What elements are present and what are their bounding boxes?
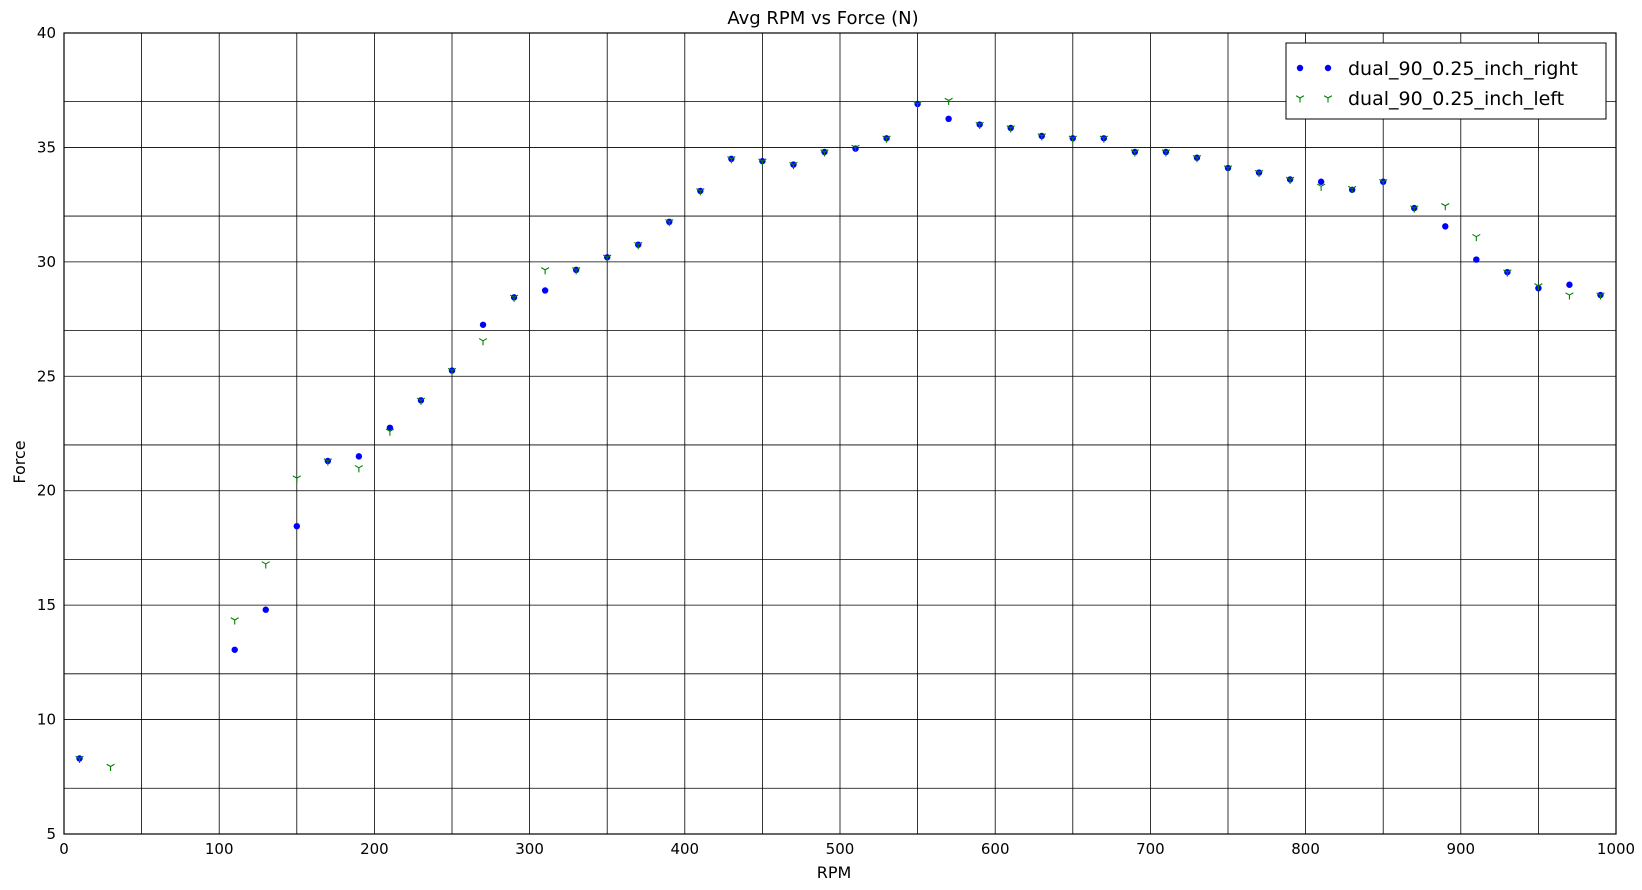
y-tick-label: 35 — [37, 138, 56, 156]
data-point — [1161, 149, 1171, 157]
y-tick-label: 15 — [37, 596, 56, 614]
axis-ticks: 0 100 200 300 400 500 600 700 800 900 1000 5 10 15 20 2… — [37, 24, 1635, 858]
x-tick-label: 1000 — [1597, 840, 1635, 858]
data-point — [1473, 256, 1480, 263]
data-point — [262, 606, 269, 613]
data-point — [634, 241, 643, 250]
data-point — [696, 188, 705, 196]
y-tick-label: 10 — [37, 711, 56, 729]
data-point — [975, 121, 984, 130]
data-point — [1285, 176, 1295, 184]
y-tick-label: 20 — [37, 482, 56, 500]
grid — [63, 32, 1617, 835]
y-tick-label: 40 — [37, 24, 56, 42]
data-points — [75, 97, 1605, 771]
x-tick-label: 500 — [826, 840, 855, 858]
data-point — [1565, 292, 1574, 300]
data-point — [479, 321, 487, 328]
data-point — [913, 101, 922, 109]
data-point — [541, 287, 549, 294]
data-point — [509, 294, 519, 302]
data-point — [1441, 203, 1450, 211]
data-point — [1223, 165, 1233, 173]
x-tick-label: 100 — [205, 840, 234, 858]
chart-title: Avg RPM vs Force (N) — [727, 8, 918, 29]
data-point — [1006, 125, 1015, 133]
data-point — [1472, 233, 1481, 242]
y-tick-label: 5 — [46, 825, 56, 843]
data-point — [540, 267, 550, 275]
data-point — [354, 465, 364, 473]
data-point — [261, 561, 270, 569]
data-point — [293, 522, 300, 530]
x-tick-label: 200 — [360, 840, 389, 858]
x-tick-label: 700 — [1136, 840, 1165, 858]
data-point — [478, 338, 488, 346]
data-point — [571, 267, 581, 275]
legend-marker — [1295, 95, 1305, 103]
x-axis-label: RPM — [817, 863, 852, 882]
data-point — [1099, 135, 1109, 143]
data-point — [1317, 178, 1325, 185]
data-point — [1442, 223, 1449, 230]
legend: dual_90_0.25_inch_right dual_90_0.25_inch… — [1285, 42, 1607, 120]
data-point — [1068, 135, 1077, 143]
data-point — [1410, 205, 1419, 213]
data-point — [1254, 169, 1264, 178]
data-point — [603, 254, 612, 262]
x-tick-label: 0 — [59, 840, 69, 858]
y-tick-label: 30 — [37, 253, 56, 271]
legend-label: dual_90_0.25_inch_left — [1348, 88, 1564, 110]
plot-frame — [63, 32, 1617, 835]
data-point — [1566, 281, 1573, 288]
data-point — [447, 367, 457, 376]
data-point — [1379, 179, 1388, 187]
data-point — [323, 458, 333, 466]
data-point — [882, 135, 891, 143]
x-tick-label: 400 — [670, 840, 699, 858]
data-point — [665, 219, 674, 227]
data-point — [1347, 185, 1357, 194]
y-tick-label: 25 — [37, 367, 56, 385]
x-tick-label: 800 — [1291, 840, 1320, 858]
data-point — [945, 115, 952, 123]
data-point — [1316, 183, 1326, 191]
data-point — [416, 397, 426, 405]
data-point — [75, 755, 84, 763]
data-point — [1037, 133, 1046, 141]
data-point — [231, 646, 238, 653]
data-point — [727, 156, 736, 164]
data-point — [355, 453, 363, 460]
data-point — [292, 475, 301, 483]
data-point — [1130, 149, 1140, 157]
data-point — [944, 97, 953, 106]
y-axis-label: Force — [10, 440, 29, 483]
data-point — [385, 428, 395, 436]
legend-marker — [1296, 64, 1304, 72]
legend-box — [1285, 42, 1607, 120]
data-point — [1503, 269, 1512, 277]
data-point — [1534, 283, 1543, 291]
data-point — [386, 424, 394, 431]
legend-marker — [1323, 95, 1333, 103]
data-point — [789, 161, 798, 170]
x-tick-label: 900 — [1446, 840, 1475, 858]
legend-label: dual_90_0.25_inch_right — [1348, 58, 1578, 80]
legend-marker — [1324, 64, 1332, 72]
data-point — [851, 144, 860, 152]
data-point — [820, 149, 829, 157]
data-point — [758, 158, 767, 166]
data-point — [1596, 292, 1605, 300]
data-point — [106, 763, 115, 771]
x-tick-label: 600 — [981, 840, 1010, 858]
data-point — [1192, 154, 1202, 163]
x-tick-label: 300 — [515, 840, 544, 858]
data-point — [230, 617, 239, 625]
